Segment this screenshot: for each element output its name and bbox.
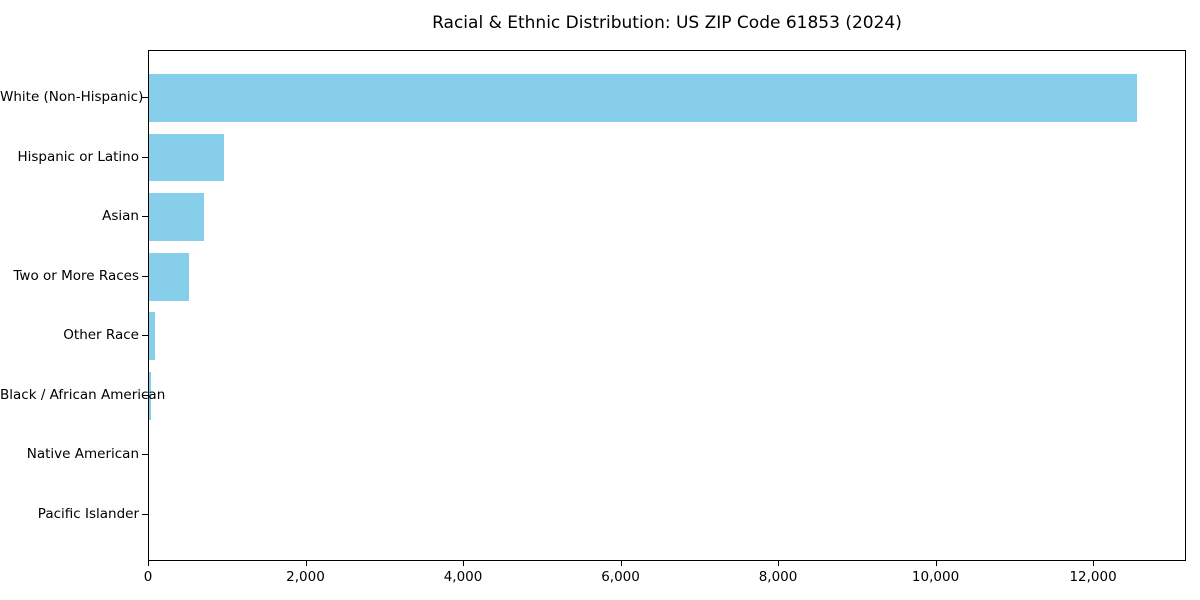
x-tick: [620, 561, 622, 566]
y-axis-label: Native American: [26, 446, 139, 463]
y-axis-label: Asian: [102, 208, 139, 225]
x-tick: [148, 561, 149, 566]
y-tick: [142, 394, 148, 396]
x-tick-label: 6,000: [601, 569, 640, 585]
bar: [149, 252, 189, 301]
x-tick-label: 12,000: [1069, 569, 1117, 585]
bar: [149, 133, 224, 182]
y-tick: [142, 275, 148, 277]
x-tick: [1093, 561, 1095, 566]
y-axis-label: Black / African American: [0, 386, 166, 403]
x-tick: [935, 561, 937, 566]
plot-area: [148, 50, 1186, 561]
x-tick-label: 2,000: [286, 569, 325, 585]
bar: [149, 312, 155, 361]
y-axis-label: Pacific Islander: [37, 505, 139, 522]
y-axis-label: Two or More Races: [13, 267, 139, 284]
x-tick-label: 4,000: [443, 569, 483, 585]
y-tick: [142, 513, 148, 515]
x-tick: [778, 561, 780, 566]
bar: [149, 74, 1137, 122]
y-tick: [142, 156, 148, 158]
x-tick: [305, 561, 307, 566]
bar: [149, 193, 204, 241]
x-tick: [463, 561, 465, 566]
y-axis-label: White (Non-Hispanic): [0, 89, 144, 106]
y-axis-label: Other Race: [63, 327, 139, 344]
bar: [149, 372, 151, 420]
x-tick-label: 8,000: [758, 569, 798, 585]
x-tick-label: 10,000: [911, 569, 960, 585]
y-tick: [142, 454, 148, 456]
y-tick: [142, 216, 148, 218]
y-axis-label: Hispanic or Latino: [17, 148, 139, 165]
y-tick: [142, 335, 148, 337]
x-tick-label: 0: [143, 569, 153, 585]
y-tick: [142, 97, 148, 99]
chart-title: Racial & Ethnic Distribution: US ZIP Cod…: [432, 13, 902, 33]
